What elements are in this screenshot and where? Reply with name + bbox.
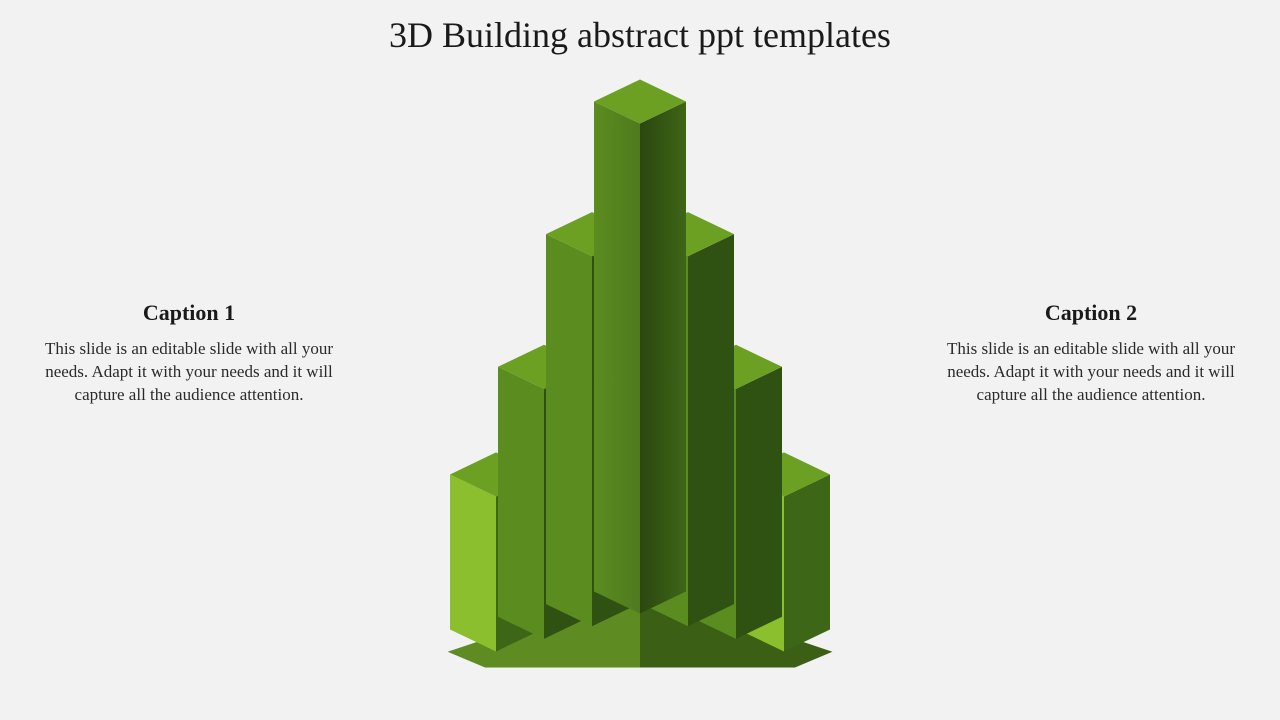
building-svg bbox=[280, 48, 1000, 668]
building-diagram bbox=[280, 48, 1000, 673]
